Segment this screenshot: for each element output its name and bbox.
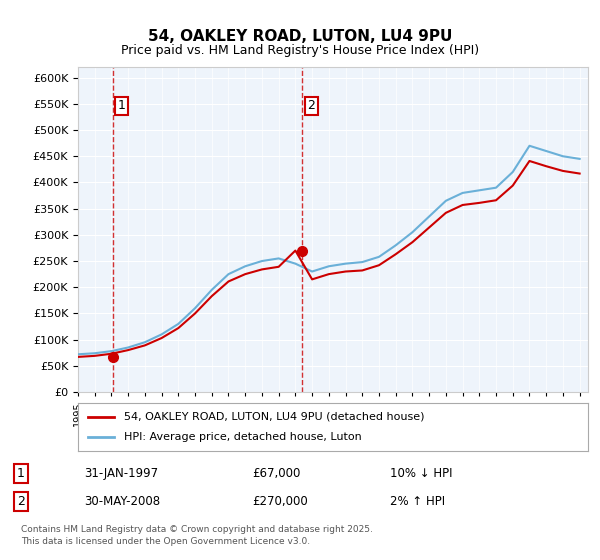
Text: Contains HM Land Registry data © Crown copyright and database right 2025.
This d: Contains HM Land Registry data © Crown c…	[21, 525, 373, 546]
Text: 2% ↑ HPI: 2% ↑ HPI	[390, 494, 445, 508]
Text: HPI: Average price, detached house, Luton: HPI: Average price, detached house, Luto…	[124, 432, 362, 442]
Text: 2: 2	[307, 99, 315, 112]
Text: 1: 1	[118, 99, 125, 112]
Text: 54, OAKLEY ROAD, LUTON, LU4 9PU (detached house): 54, OAKLEY ROAD, LUTON, LU4 9PU (detache…	[124, 412, 424, 422]
Text: 31-JAN-1997: 31-JAN-1997	[84, 466, 158, 480]
Text: Price paid vs. HM Land Registry's House Price Index (HPI): Price paid vs. HM Land Registry's House …	[121, 44, 479, 57]
Text: 1: 1	[17, 466, 25, 480]
Text: £67,000: £67,000	[252, 466, 301, 480]
Text: £270,000: £270,000	[252, 494, 308, 508]
Text: 30-MAY-2008: 30-MAY-2008	[84, 494, 160, 508]
Text: 54, OAKLEY ROAD, LUTON, LU4 9PU: 54, OAKLEY ROAD, LUTON, LU4 9PU	[148, 29, 452, 44]
Text: 2: 2	[17, 494, 25, 508]
Text: 10% ↓ HPI: 10% ↓ HPI	[390, 466, 452, 480]
